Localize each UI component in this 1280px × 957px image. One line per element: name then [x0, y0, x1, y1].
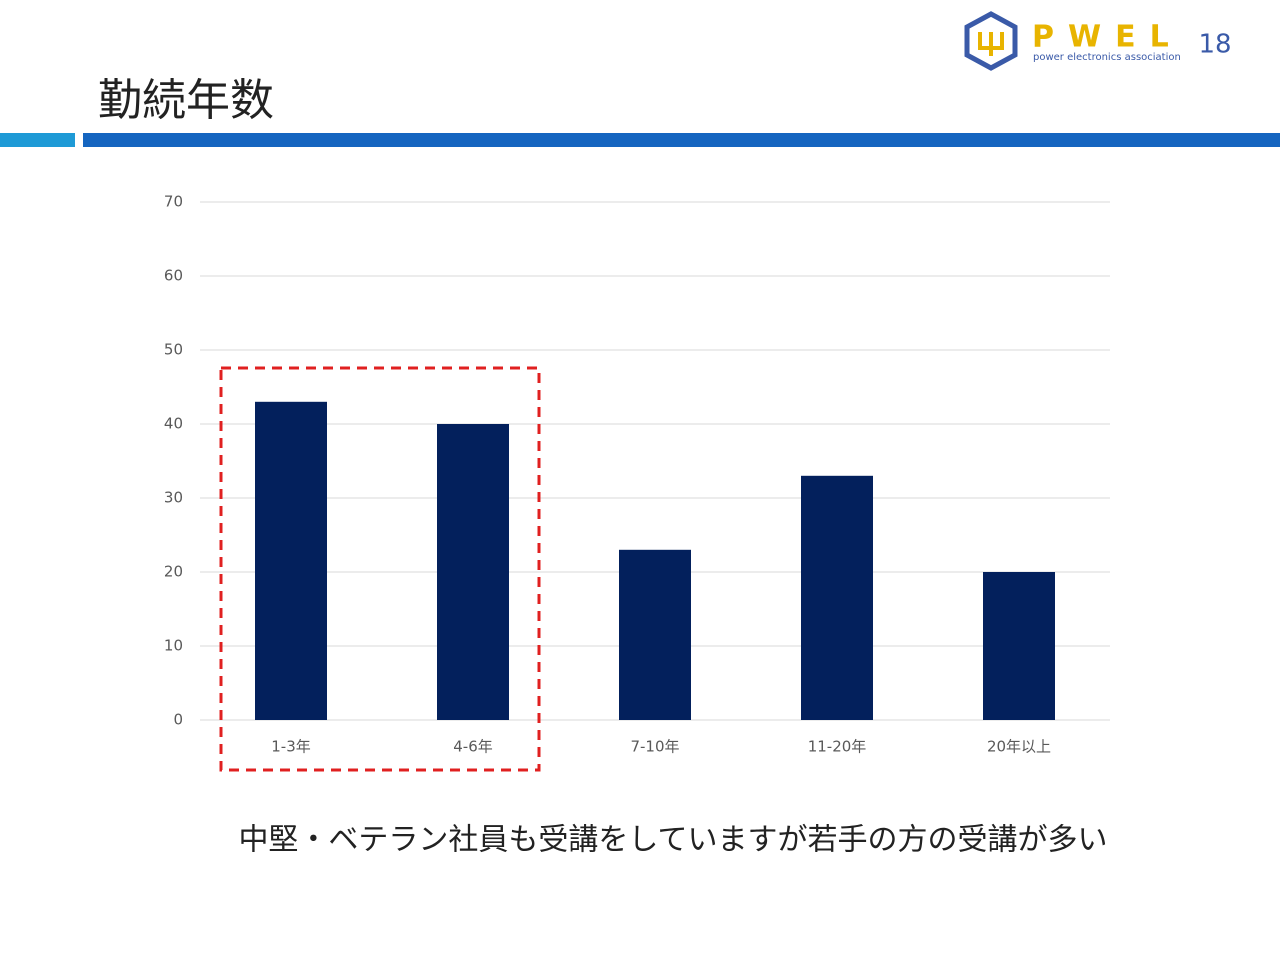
logo-mark	[978, 32, 1004, 56]
logo: PWEL power electronics association	[964, 11, 1183, 71]
x-tick-label: 7-10年	[630, 738, 679, 756]
caption: 中堅・ベテラン社員も受講をしていますが若手の方の受講が多い	[238, 823, 1107, 858]
bar	[801, 475, 873, 720]
highlight-box	[219, 366, 541, 772]
x-tick-label: 4-6年	[453, 738, 493, 756]
bar	[983, 572, 1055, 720]
y-tick-label: 50	[164, 341, 183, 359]
logo-tagline: power electronics association	[1033, 52, 1181, 63]
y-tick-label: 20	[164, 563, 183, 581]
header-bar	[83, 133, 1280, 147]
y-tick-label: 60	[164, 267, 183, 285]
chart: 0 10 20 30 40 50 60 70 1-3年 4-6年 7-10年 11-20年 20年以上	[164, 193, 1110, 756]
y-tick-label: 70	[164, 193, 183, 211]
page-number: 18	[1198, 30, 1231, 60]
x-tick-label: 20年以上	[987, 738, 1051, 756]
accent-bar	[0, 133, 75, 147]
x-tick-label: 1-3年	[271, 738, 311, 756]
logo-hexagon	[964, 11, 1018, 71]
slide-title: 勤続年数	[98, 75, 274, 126]
y-tick-label: 10	[164, 637, 183, 655]
logo-name: PWEL	[1032, 20, 1183, 55]
y-tick-label: 30	[164, 489, 183, 507]
y-tick-label: 0	[173, 711, 183, 729]
bar	[255, 401, 327, 720]
bar	[437, 424, 509, 720]
bar	[619, 549, 691, 720]
y-tick-label: 40	[164, 415, 183, 433]
x-tick-label: 11-20年	[808, 738, 867, 756]
